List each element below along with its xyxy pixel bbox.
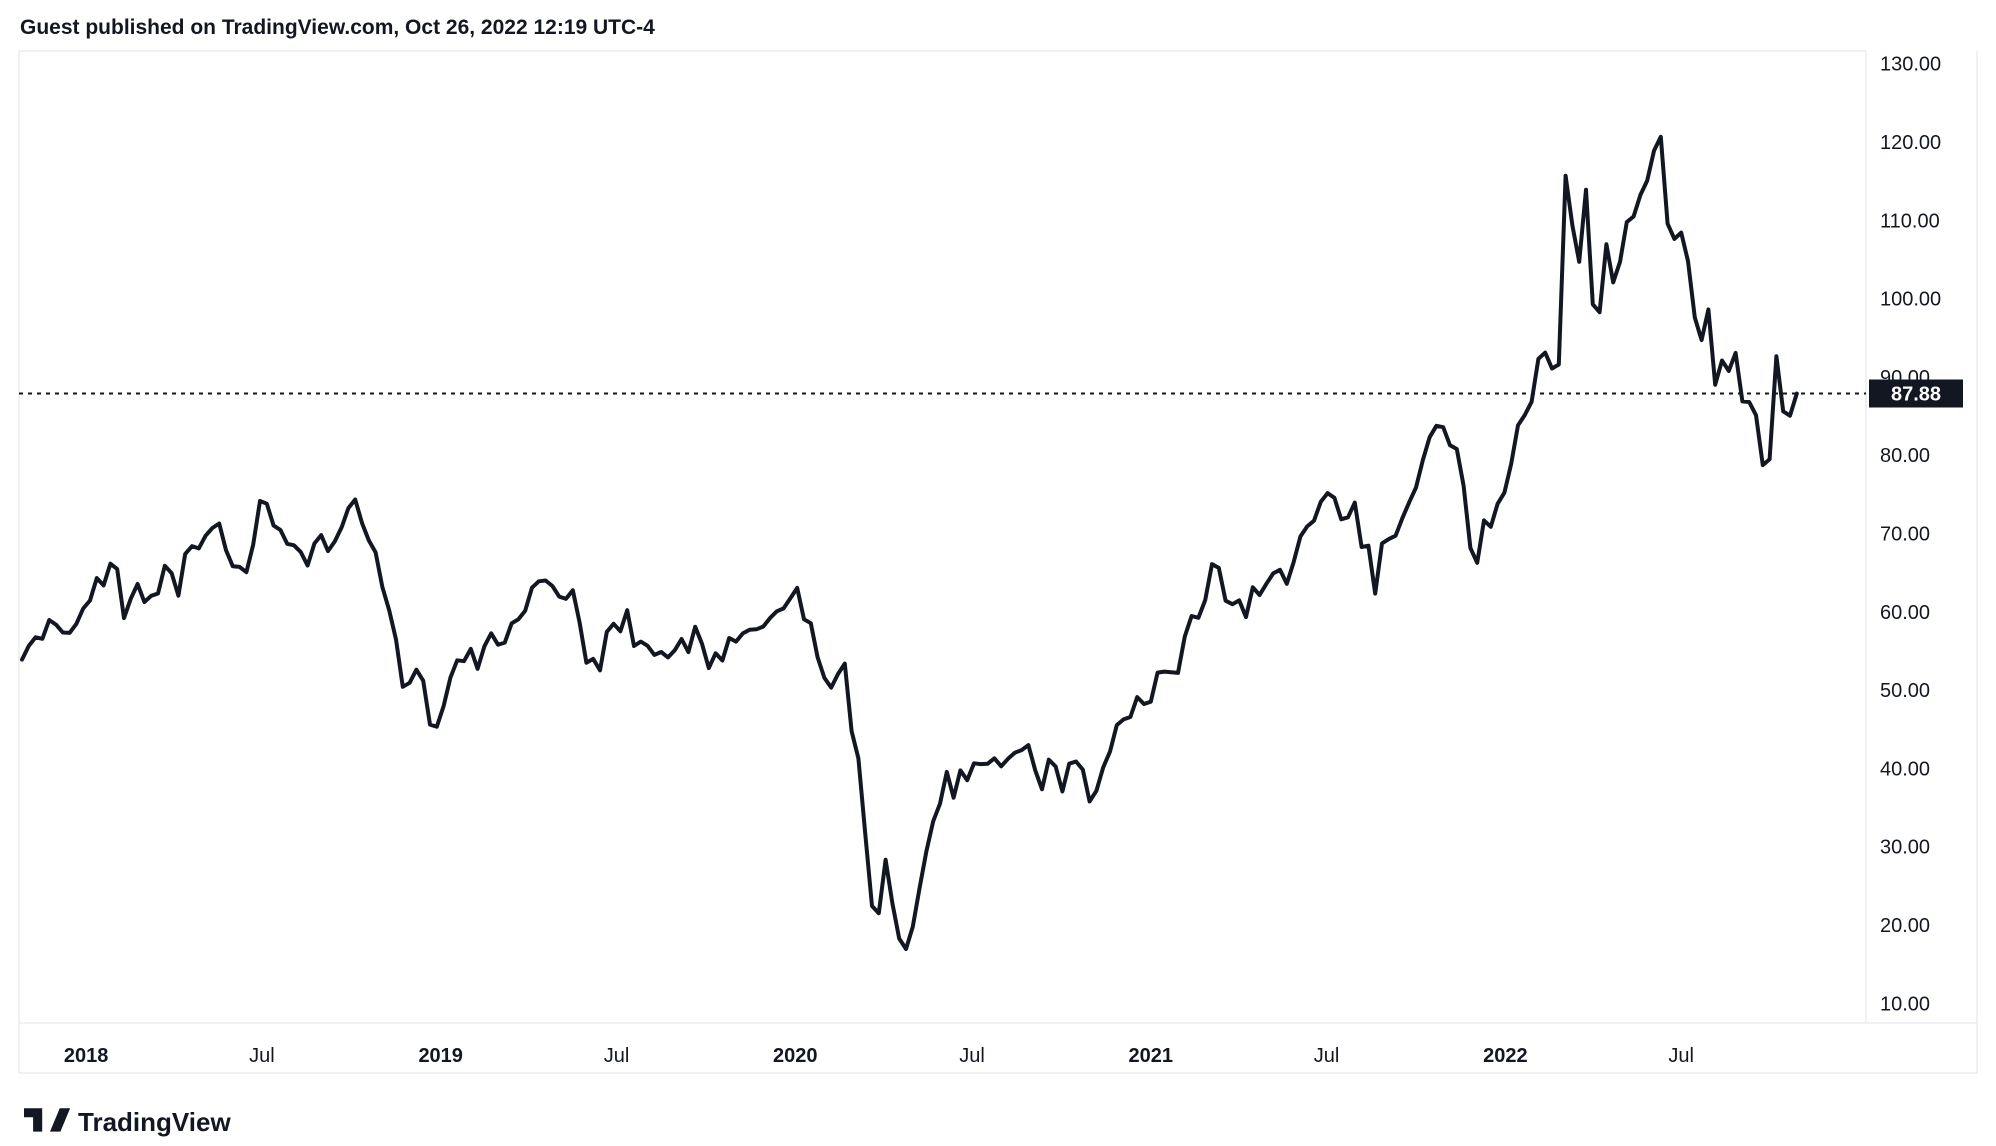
tradingview-logo[interactable]: TradingView bbox=[24, 1107, 231, 1137]
price-tick-label: 70.00 bbox=[1880, 524, 1930, 546]
attribution-text: Guest published on TradingView.com, Oct … bbox=[20, 16, 655, 39]
price-line-series bbox=[20, 134, 1799, 951]
time-tick-label: Jul bbox=[249, 1045, 275, 1067]
time-tick-label: 2020 bbox=[773, 1045, 818, 1067]
last-price-group: 87.88 bbox=[19, 379, 1963, 408]
price-axis[interactable]: 130.00120.00110.00100.0090.0080.0070.006… bbox=[1880, 54, 1941, 1016]
price-tick-label: 30.00 bbox=[1880, 837, 1930, 859]
price-tick-label: 60.00 bbox=[1880, 602, 1930, 624]
time-axis[interactable]: 2018 Jul 2019 Jul 2020 Jul 2021 Jul 2022 Jul bbox=[64, 1045, 1694, 1067]
time-tick-label: 2019 bbox=[418, 1045, 463, 1067]
price-tick-label: 80.00 bbox=[1880, 445, 1930, 467]
time-tick-label: Jul bbox=[1668, 1045, 1694, 1067]
price-tick-label: 40.00 bbox=[1880, 758, 1930, 780]
price-tick-label: 110.00 bbox=[1880, 210, 1940, 232]
price-tick-label: 20.00 bbox=[1880, 915, 1930, 937]
tradingview-brand-text: TradingView bbox=[78, 1107, 231, 1137]
chart-plot-area[interactable] bbox=[19, 51, 1866, 1023]
price-tick-label: 10.00 bbox=[1880, 993, 1930, 1015]
last-price-label bbox=[1869, 379, 1963, 408]
time-tick-label: Jul bbox=[959, 1045, 985, 1067]
price-tick-label: 100.00 bbox=[1880, 289, 1941, 311]
price-tick-label: 50.00 bbox=[1880, 680, 1930, 702]
last-price-label-text: 87.88 bbox=[1891, 384, 1941, 406]
tradingview-logo-icon bbox=[24, 1108, 43, 1132]
tradingview-logo-icon bbox=[50, 1108, 71, 1132]
price-tick-label: 120.00 bbox=[1880, 132, 1941, 154]
time-tick-label: 2018 bbox=[64, 1045, 109, 1067]
price-tick-label: 130.00 bbox=[1880, 54, 1941, 76]
chart-borders bbox=[18, 50, 1978, 1074]
time-tick-label: 2022 bbox=[1483, 1045, 1528, 1067]
time-tick-label: Jul bbox=[604, 1045, 630, 1067]
time-tick-label: Jul bbox=[1314, 1045, 1340, 1067]
time-tick-label: 2021 bbox=[1129, 1045, 1174, 1067]
